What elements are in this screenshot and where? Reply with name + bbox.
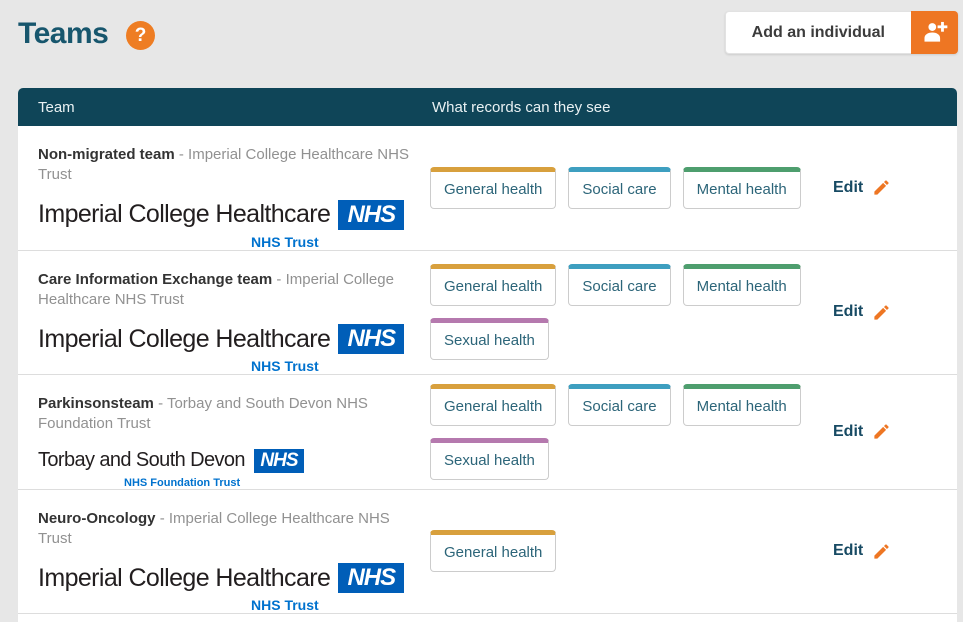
edit-cell: Edit — [808, 375, 957, 489]
record-tag: General health — [430, 264, 557, 307]
records-cell: General health — [430, 490, 808, 614]
pencil-icon — [872, 303, 891, 322]
pencil-icon — [872, 542, 891, 561]
nhs-trust-logo: Imperial College Healthcare NHS NHS Trus… — [38, 324, 430, 374]
team-name: Care Information Exchange team — [38, 270, 273, 288]
record-tag: Social care — [568, 383, 671, 426]
team-trust: Torbay and South Devon NHS Foundation Tr… — [38, 395, 368, 433]
pencil-icon — [872, 178, 891, 197]
team-name: Parkinsonsteam — [38, 395, 154, 412]
edit-link[interactable]: Edit — [833, 303, 891, 322]
add-individual-label: Add an individual — [751, 23, 885, 41]
edit-label: Edit — [833, 178, 864, 196]
team-cell: Non-migrated team - Imperial College Hea… — [18, 126, 430, 250]
team-name: Neuro-Oncology — [38, 509, 156, 527]
team-separator: - — [158, 395, 167, 412]
edit-cell: Edit — [808, 126, 957, 250]
edit-cell: Edit — [808, 490, 957, 614]
record-tag: General health — [430, 166, 557, 209]
nhs-trust-logo: Imperial College Healthcare NHS NHS Trus… — [38, 563, 430, 613]
team-name: Non-migrated team — [38, 146, 175, 163]
edit-link[interactable]: Edit — [833, 542, 891, 561]
edit-label: Edit — [833, 542, 864, 560]
edit-link[interactable]: Edit — [833, 422, 891, 441]
team-cell: Neuro-Oncology - Imperial College Health… — [18, 490, 430, 613]
team-separator: - — [178, 146, 189, 163]
team-separator: - — [276, 270, 286, 288]
team-cell: Care Information Exchange team - Imperia… — [18, 251, 430, 374]
record-tag: Social care — [568, 264, 671, 307]
nhs-trust-logo: Torbay and South Devon NHS NHS Foundatio… — [38, 448, 430, 489]
logo-org-name: Torbay and South Devon — [38, 449, 246, 471]
column-header-records: What records can they see — [432, 98, 611, 116]
record-tag: Sexual health — [430, 318, 549, 361]
table-row: Care Information Exchange team - Imperia… — [18, 250, 957, 375]
record-tag: General health — [430, 383, 557, 426]
records-cell: General health Social care Mental health — [430, 126, 808, 250]
logo-org-name: Imperial College Healthcare — [38, 200, 331, 228]
edit-link[interactable]: Edit — [833, 178, 891, 197]
record-tag: Mental health — [682, 383, 801, 426]
record-tags: General health — [430, 522, 808, 580]
record-tag: Social care — [568, 166, 671, 209]
records-cell: General health Social care Mental health Se… — [430, 251, 808, 375]
team-trust: Imperial College Healthcare NHS Trust — [38, 509, 390, 547]
add-individual-button[interactable]: Add an individual — [724, 11, 958, 54]
team-cell: Parkinsonsteam - Torbay and South Devon … — [18, 375, 430, 489]
records-cell: General health Social care Mental health Se… — [430, 375, 808, 489]
record-tags: General health Social care Mental health Se… — [430, 376, 808, 488]
team-trust: Imperial College Healthcare NHS Trust — [38, 270, 394, 308]
record-tag: Mental health — [682, 166, 801, 209]
logo-org-name: Imperial College Healthcare — [38, 324, 331, 353]
record-tag: General health — [430, 530, 557, 573]
table-row: Parkinsonsteam - Torbay and South Devon … — [18, 375, 957, 490]
edit-cell: Edit — [808, 251, 957, 375]
column-header-team: Team — [38, 98, 75, 116]
nhs-logo-icon: NHS — [338, 199, 405, 230]
pencil-icon — [872, 422, 891, 441]
next-row-partial — [18, 614, 957, 622]
nhs-logo-icon: NHS — [253, 448, 304, 473]
team-title: Non-migrated team - Imperial College Hea… — [38, 145, 410, 186]
team-title: Neuro-Oncology - Imperial College Health… — [38, 509, 410, 550]
nhs-logo-icon: NHS — [338, 563, 405, 593]
team-title: Care Information Exchange team - Imperia… — [38, 270, 410, 311]
table-row: Non-migrated team - Imperial College Hea… — [18, 126, 957, 251]
table-header-row: Team What records can they see — [18, 88, 957, 126]
team-trust: Imperial College Healthcare NHS Trust — [38, 146, 409, 184]
page-title: Teams — [18, 17, 109, 50]
nhs-trust-logo: Imperial College Healthcare NHS NHS Trus… — [38, 199, 430, 250]
team-title: Parkinsonsteam - Torbay and South Devon … — [38, 394, 410, 435]
help-icon[interactable]: ? — [126, 21, 155, 50]
edit-label: Edit — [833, 422, 864, 440]
logo-org-name: Imperial College Healthcare — [38, 563, 331, 592]
nhs-logo-icon: NHS — [338, 324, 405, 354]
teams-table: Team What records can they see Non-migra… — [18, 88, 957, 622]
page-header: Teams ? Add an individual — [0, 0, 963, 70]
record-tags: General health Social care Mental health Se… — [430, 256, 808, 368]
logo-subtitle: NHS Trust — [251, 233, 319, 250]
team-separator: - — [159, 509, 169, 527]
logo-subtitle: NHS Foundation Trust — [124, 476, 241, 489]
table-row: Neuro-Oncology - Imperial College Health… — [18, 489, 957, 614]
add-person-icon — [911, 11, 958, 54]
logo-subtitle: NHS Trust — [251, 597, 319, 613]
edit-label: Edit — [833, 303, 864, 321]
record-tag: Sexual health — [430, 437, 549, 480]
logo-subtitle: NHS Trust — [251, 358, 319, 374]
record-tag: Mental health — [682, 264, 801, 307]
record-tags: General health Social care Mental health — [430, 159, 808, 217]
